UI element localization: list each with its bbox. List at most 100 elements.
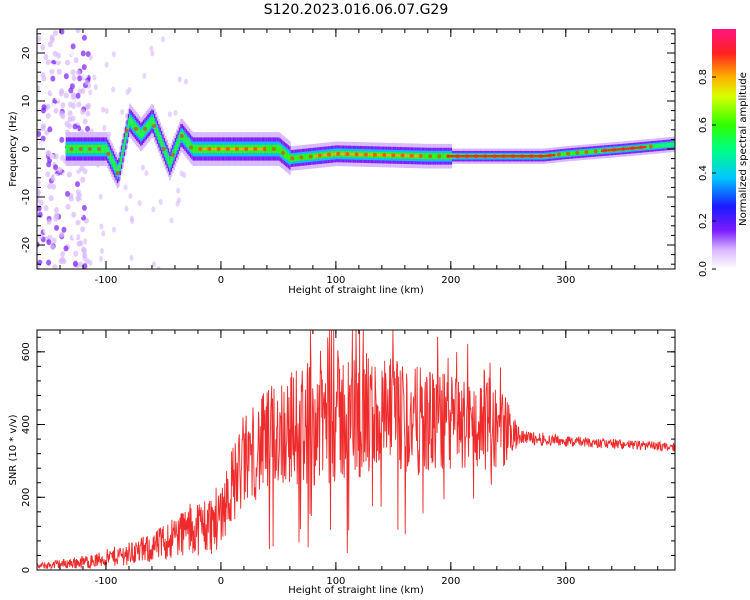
spectrogram-cell [648, 144, 653, 149]
spectrogram-cell [72, 123, 78, 130]
spectrogram-cell [63, 245, 69, 252]
spectrogram-cell [77, 261, 83, 268]
spectrogram-cell [63, 73, 69, 80]
spectrogram-cell [672, 143, 675, 146]
spectrogram-cell [500, 155, 502, 158]
spectrogram-cell [75, 219, 81, 226]
spectrogram-cell [229, 147, 232, 151]
spectrogram-cell [609, 148, 611, 152]
spectrogram-cell [487, 155, 490, 158]
spectrogram-cell [409, 153, 414, 158]
spectrogram-cell [262, 147, 267, 151]
spectrogram-cell [179, 134, 184, 139]
spectrogram-cell [598, 149, 600, 153]
colorbar-tick-label: 0.2 [698, 213, 709, 229]
colorbar: 0.0 0.2 0.4 0.6 0.8 Normalized spectral ampl… [698, 29, 749, 277]
spectrogram-cell [583, 151, 585, 154]
spectrogram-cell [81, 64, 87, 71]
spectrogram-cell [399, 154, 402, 157]
spectrogram-cell [395, 154, 397, 157]
spectrogram-cell [352, 153, 355, 156]
spectrogram-cell [505, 155, 508, 158]
spectrogram-cell [566, 151, 571, 156]
spectrogram-cell [602, 148, 607, 153]
spectrogram-cell [296, 156, 298, 160]
spectrogram-cell [271, 147, 276, 151]
spectrogram-cell [59, 88, 65, 95]
spectrogram-cell [71, 92, 77, 99]
spectrogram-cell [417, 154, 420, 158]
spectrogram-cell [660, 144, 662, 147]
spectrogram-cell [58, 123, 64, 130]
spectrogram-cell [314, 154, 316, 158]
spectrogram-cell [120, 155, 123, 159]
spectrogram-cell [65, 147, 68, 151]
spectrogram-cell [435, 155, 437, 158]
spectrogram-cell [385, 153, 388, 157]
spectrogram-cell [285, 153, 287, 156]
spectrogram-cell [647, 145, 650, 148]
spectrogram-cell [330, 153, 333, 156]
spectrogram-cell [99, 255, 104, 262]
spectrogram-cell [443, 155, 446, 158]
spectrogram-cell [53, 215, 59, 222]
spectrogram-cell [216, 147, 221, 151]
spectrogram-cell [612, 147, 617, 152]
spectrogram-cell [591, 150, 593, 153]
spectrogram-cell [120, 109, 125, 116]
spectrogram-cell [78, 211, 84, 218]
spectrogram-cell [287, 155, 290, 159]
figure-title: S120.2023.016.06.07.G29 [264, 2, 449, 18]
spectrogram-cell [84, 79, 89, 86]
spectrogram-x-label: Height of straight line (km) [288, 285, 424, 296]
spectrogram-cell [554, 153, 556, 157]
spectrogram-cell [654, 144, 657, 148]
spectrogram-cell [115, 167, 117, 170]
spectrogram-cell [278, 147, 280, 151]
spectrogram-cell [380, 153, 382, 157]
spectrogram-cell [322, 154, 324, 157]
spectrogram-cells [37, 29, 675, 269]
spectrogram-cell [331, 153, 334, 156]
spectrogram-cell [69, 147, 74, 151]
spectrogram-cell [137, 200, 142, 207]
spectrogram-cell [81, 34, 87, 41]
spectrogram-cell [138, 131, 141, 134]
spectrogram-cell [220, 147, 222, 151]
spectrogram-cell [323, 153, 326, 157]
spectrogram-cell [83, 147, 86, 151]
spectrogram-cell [60, 154, 66, 161]
spectrogram-cell [150, 50, 155, 57]
spectrogram-cell [667, 143, 669, 147]
spectrogram-cell [75, 181, 81, 188]
spectrogram-cell [170, 158, 173, 162]
spectrogram-x-ticks: -100 0 100 200 300 [36, 29, 659, 286]
colorbar-ticks: 0.0 0.2 0.4 0.6 0.8 [698, 69, 716, 277]
spectrogram-cell [618, 148, 621, 151]
spectrogram-cell [82, 263, 88, 269]
spectrogram-cell [82, 168, 88, 175]
spectrogram-cell [82, 72, 88, 79]
spectrogram-cell [232, 147, 235, 151]
spectrogram-cell [195, 147, 197, 151]
spectrogram-cell [148, 123, 151, 126]
spectrogram-cell [94, 147, 97, 151]
spectrogram-cell [286, 154, 288, 157]
spectrogram-cell [41, 75, 47, 82]
spectrogram-cell [416, 154, 418, 158]
spectrogram-cell [592, 150, 595, 153]
spectrogram-cell [93, 84, 98, 91]
spectrogram-cell [85, 147, 87, 151]
spectrogram-cell [460, 155, 462, 158]
spectrogram-cell [290, 156, 295, 161]
snr-frame [36, 329, 676, 571]
spectrogram-cell [221, 147, 224, 151]
spectrogram-cell [77, 75, 83, 82]
spectrogram-cell [115, 171, 120, 175]
spectrogram-cell [142, 130, 145, 133]
spectrogram-cell [551, 154, 553, 157]
spectrogram-cell [55, 159, 61, 166]
spectrogram-cell [253, 147, 258, 151]
spectrogram-cell [61, 172, 67, 179]
spectrogram-cell [533, 155, 535, 158]
